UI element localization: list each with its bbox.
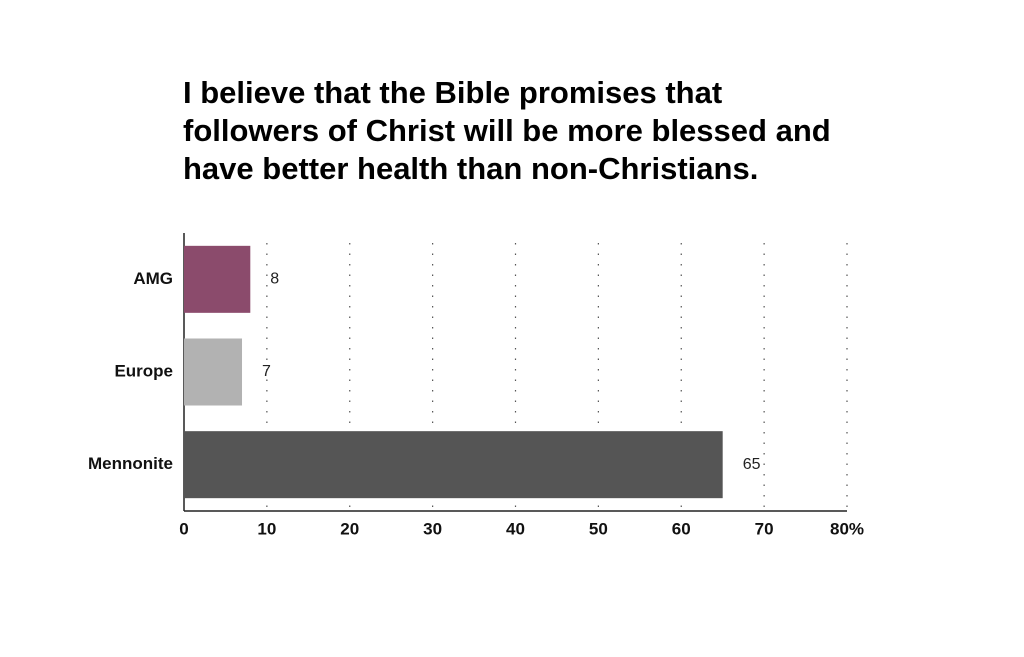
y-tick-label: Mennonite (88, 454, 173, 473)
bar (184, 338, 243, 406)
chart-title: I believe that the Bible promises that (183, 75, 722, 110)
x-tick-label: 10 (257, 519, 276, 538)
x-tick-label: 50 (589, 519, 608, 538)
y-tick-label: AMG (133, 269, 173, 288)
x-tick-label: 40 (506, 519, 525, 538)
chart-title: followers of Christ will be more blessed… (183, 113, 831, 148)
bar (184, 245, 251, 313)
bar (184, 431, 723, 499)
chart-title: have better health than non-Christians. (183, 151, 758, 186)
x-tick-label: 80% (830, 519, 864, 538)
x-tick-label: 0 (179, 519, 188, 538)
y-tick-label: Europe (114, 361, 173, 380)
x-tick-label: 60 (672, 519, 691, 538)
data-label: 8 (270, 271, 279, 288)
x-tick-label: 70 (755, 519, 774, 538)
data-label: 7 (262, 363, 271, 380)
x-tick-label: 20 (340, 519, 359, 538)
data-label: 65 (743, 456, 761, 473)
x-tick-label: 30 (423, 519, 442, 538)
